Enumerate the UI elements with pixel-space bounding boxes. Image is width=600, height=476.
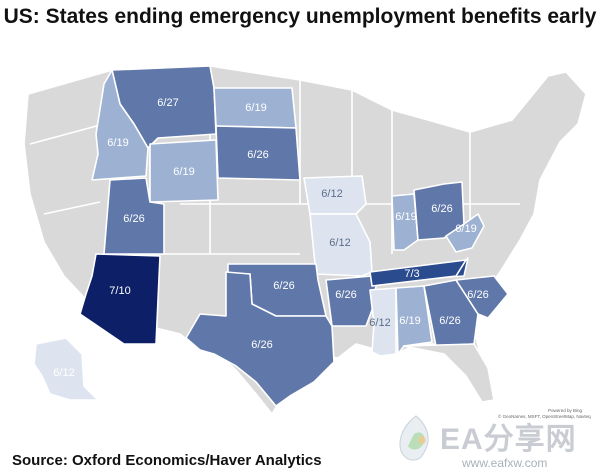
state-idaho [91, 69, 149, 181]
label-south-carolina: 6/26 [467, 289, 488, 301]
state-alabama [395, 285, 433, 355]
state-georgia [423, 279, 479, 347]
leaf-logo-icon [399, 415, 429, 461]
state-texas [185, 271, 335, 407]
watermark-url: www.eafxw.com [462, 456, 548, 470]
label-arkansas: 6/26 [335, 289, 356, 301]
label-wyoming: 6/19 [173, 166, 194, 178]
state-tennessee-body [369, 259, 467, 287]
state-alaska [33, 337, 99, 401]
label-arizona: 7/10 [109, 285, 130, 297]
map-credit-powered: Powered by Bing [548, 408, 583, 413]
label-alaska: 6/12 [53, 367, 74, 379]
chart-title: US: States ending emergency unemployment… [3, 5, 597, 28]
label-mississippi: 6/12 [369, 317, 390, 329]
label-south-dakota: 6/26 [247, 149, 268, 161]
label-oklahoma: 6/26 [273, 280, 294, 292]
label-montana: 6/27 [157, 97, 178, 109]
label-ohio: 6/26 [431, 203, 452, 215]
state-florida [403, 343, 495, 403]
state-indiana [391, 193, 419, 251]
label-alabama: 6/19 [399, 315, 420, 327]
label-texas: 6/26 [251, 339, 272, 351]
label-utah: 6/26 [123, 213, 144, 225]
label-tennessee: 7/3 [404, 268, 419, 280]
label-iowa: 6/12 [321, 188, 342, 200]
watermark-brand: EA分享网 [440, 423, 577, 456]
label-georgia: 6/26 [439, 315, 460, 327]
state-wyoming [149, 139, 219, 203]
label-indiana: 6/19 [395, 211, 416, 223]
us-map: 6/27 6/19 6/19 6/26 6/19 6/26 7/10 6/12 … [23, 65, 591, 419]
map-credit-copyright: © GeoNames, MSFT, OpenStreetMap, Navteq [498, 413, 591, 419]
label-idaho: 6/19 [107, 137, 128, 149]
state-iowa [303, 175, 367, 215]
label-missouri: 6/12 [329, 237, 350, 249]
state-arizona [79, 253, 161, 345]
label-west-virginia: 6/19 [455, 223, 476, 235]
source-note: Source: Oxford Economics/Haver Analytics [12, 452, 322, 469]
watermark: EA分享网 www.eafxw.com [392, 412, 598, 474]
state-west-virginia [445, 213, 485, 253]
state-south-carolina [455, 275, 509, 319]
label-north-dakota: 6/19 [245, 102, 266, 114]
